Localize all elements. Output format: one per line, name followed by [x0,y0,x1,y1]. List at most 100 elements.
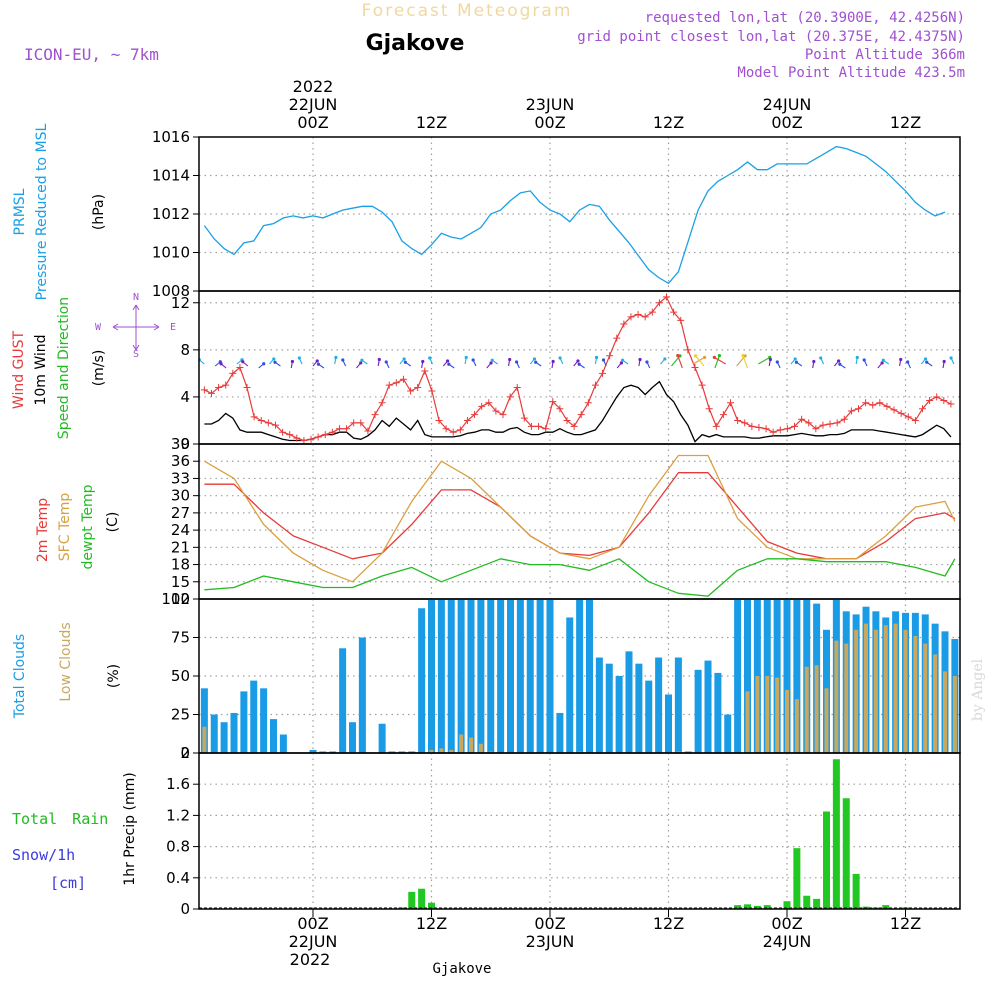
precip-ytick-label: 0 [180,900,190,918]
low-cloud-bar [794,699,799,753]
temperature-ytick-label: 12 [171,590,190,608]
precip-bar [842,798,850,909]
wind-gust-point [947,400,955,408]
wind-gust-point [634,311,642,319]
wind-gust-point [222,381,230,389]
clouds-ytick-label: 100 [161,590,190,608]
pressure-panel: 1008 1010 1012 1014 1016 [152,128,961,300]
total-cloud-bar [200,688,208,753]
wind-gust-point [257,416,265,424]
wind-gust-point [364,427,372,435]
low-cloud-bar [933,654,938,753]
wind-direction-arrowhead [741,353,745,358]
wind-gust-point [293,434,301,442]
total-cloud-bar [704,660,712,753]
total-cloud-bar [230,712,238,753]
wind-gust-point [385,381,393,389]
wind-direction-arrowhead [676,353,680,358]
prmsl-desc-label: Pressure Reduced to MSL [34,123,50,300]
wind-direction-arrowhead [621,358,625,362]
precip-bar [823,811,830,909]
wind-gust-point [499,411,507,419]
wind-direction-arrowhead [490,358,494,362]
wind-gust-point [627,313,635,321]
wind-gust-point [300,436,308,444]
low-cloud-bar [814,665,819,753]
low-cloud-bar [488,751,493,753]
wind-direction-arrowhead [421,359,425,364]
wind-gust-point [727,399,735,407]
wind-direction-arrowhead [514,360,519,364]
compass-east: E [170,322,176,333]
top-day-label: 24JUN [763,95,812,114]
wind-direction-arrowhead [663,357,667,361]
wind-gust-point [890,406,898,414]
requested-coords: requested lon,lat (20.3900E, 42.4256N) [645,10,965,26]
total-cloud-bar [457,599,465,753]
total-cloud-bar [309,749,317,753]
wind-direction-arrowhead [703,355,707,359]
wind-gust-point [734,416,742,424]
wind-gust-point [350,419,358,427]
low-cloud-bar [903,629,908,753]
wind-direction-arrowhead [880,361,884,365]
wind-gust-point [428,387,436,395]
bottom-day-label: 23JUN [526,932,575,951]
total-cloud-bar [991,667,998,753]
wind-direction-arrowhead [793,357,797,361]
wind-direction-arrowhead [768,357,772,362]
bottom-day-label: 24JUN [763,932,812,951]
wind-gust-point [207,389,215,397]
total-cloud-bar [625,651,633,753]
wind-gust-point [442,425,450,433]
wind-direction-arrowhead [377,357,381,362]
precip-ytick-label: 0.4 [166,869,190,887]
wind-gust-point [577,411,585,419]
precip-bar [408,891,416,909]
bottom-year: 2022 [290,950,331,969]
wind-direction-arrowhead [601,358,606,362]
temp2m-label: 2m Temp [35,498,51,562]
total-cloud-bar [516,599,524,753]
wind-gust-point [307,435,315,443]
wind-gust-point [492,407,500,415]
wind-gust-point [584,399,592,407]
pressure-ytick-label: 1016 [152,128,190,146]
wind-gust-point [535,422,543,430]
low-cloud-bar [834,640,839,753]
precip-ytick-label: 1.6 [166,775,190,793]
top-day-label: 23JUN [526,95,575,114]
wind-direction-arrowhead [862,358,866,362]
total-cloud-bar [773,599,781,753]
wind-gust-point [279,428,287,436]
low-cloud-bar [469,737,473,753]
total-cloud-bar [428,599,435,753]
wind-direction-arrowhead [576,359,580,363]
wind-label: 10m Wind [33,334,49,405]
temperature-ytick-label: 30 [171,487,190,505]
wind-direction-arrowhead [534,360,538,364]
total-cloud-bar [349,722,356,753]
total-cloud-bar [734,599,742,753]
wind-direction-arrowhead [855,355,859,360]
temp-2m-line [204,472,956,560]
low-cloud-bar [854,629,859,753]
wind-gust-point [904,413,912,421]
wind-gust-point [705,405,713,413]
temperature-ytick-label: 27 [171,504,190,522]
low-cloud-bar [577,751,582,753]
wind-direction-arrow [742,355,749,369]
wind-gust-point [826,420,834,428]
total-cloud-bar [526,599,534,753]
model-altitude: Model Point Altitude 423.5m [737,65,965,81]
wind-marks [199,293,955,444]
temperature-ytick-label: 36 [171,452,190,470]
wind-direction-arrowhead [819,356,823,360]
wind-direction-arrow [714,356,727,365]
precip-bar [753,905,761,909]
total-cloud-bar [665,694,672,753]
total-cloud-bar [398,751,406,753]
cloud-unit: (%) [106,664,122,688]
wind-gust-point [570,422,578,430]
compass-west: W [95,322,102,333]
